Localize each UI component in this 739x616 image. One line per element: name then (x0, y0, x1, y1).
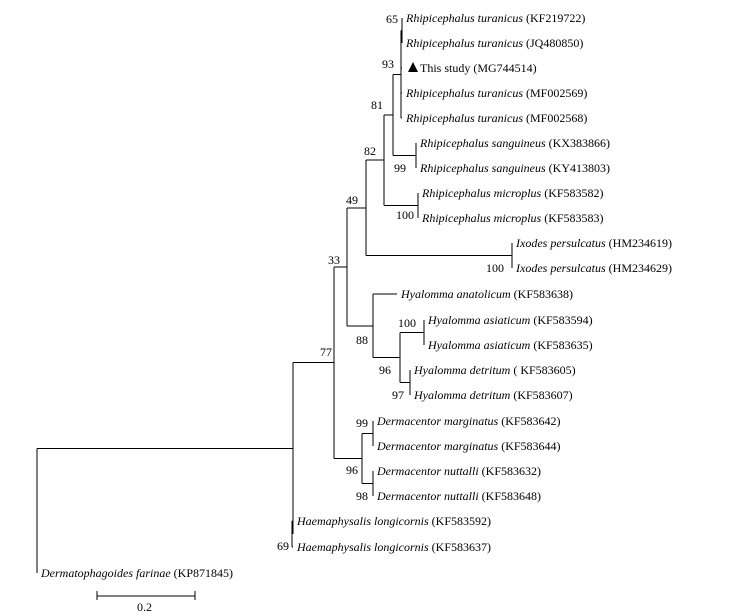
taxon-accession: (MG744514) (473, 61, 536, 75)
taxon-accession: (MF002568) (526, 111, 587, 125)
taxon-label: Rhipicephalus turanicus (MF002569) (405, 86, 587, 100)
taxon-label: Hyalomma anatolicum (KF583638) (400, 287, 573, 301)
bootstrap-value: 99 (394, 161, 406, 175)
taxon-accession: (KF583592) (432, 514, 491, 528)
bootstrap-value: 98 (356, 489, 368, 503)
taxon-labels: Rhipicephalus turanicus (KF219722)Rhipic… (40, 11, 672, 580)
taxon-accession: (HM234629) (609, 261, 672, 275)
bootstrap-value: 100 (396, 208, 414, 222)
taxon-label: Dermacentor marginatus (KF583644) (376, 439, 561, 453)
taxon-label: Dermacentor marginatus (KF583642) (376, 414, 561, 428)
bootstrap-value: 49 (346, 193, 358, 207)
taxon-label: Rhipicephalus sanguineus (KX383866) (419, 136, 610, 150)
taxon-accession: (HM234619) (609, 236, 672, 250)
bootstrap-value: 96 (379, 363, 391, 377)
taxon-species: Dermacentor marginatus (376, 414, 501, 428)
taxon-label: Hyalomma asiaticum (KF583635) (427, 338, 593, 352)
taxon-accession: (KF583637) (432, 540, 491, 554)
taxon-accession: (MF002569) (526, 86, 587, 100)
taxon-label: Dermacentor nuttalli (KF583632) (376, 464, 541, 478)
bootstrap-value: 100 (486, 261, 504, 275)
scale-bar: 0.2 (96, 591, 196, 614)
taxon-species: Rhipicephalus turanicus (405, 111, 526, 125)
taxon-accession: (KX383866) (549, 136, 610, 150)
bootstrap-value: 100 (398, 316, 416, 330)
taxon-species: Haemaphysalis longicornis (296, 514, 432, 528)
bootstrap-value: 33 (328, 253, 340, 267)
taxon-label: Rhipicephalus turanicus (JQ480850) (405, 36, 583, 50)
taxon-label: Rhipicephalus sanguineus (KY413803) (419, 161, 610, 175)
taxon-species: Rhipicephalus microplus (421, 211, 544, 225)
taxon-label: Rhipicephalus microplus (KF583583) (421, 211, 604, 225)
taxon-species: Haemaphysalis longicornis (296, 540, 432, 554)
taxon-accession: (KF583607) (513, 388, 572, 402)
taxon-species: Dermacentor marginatus (376, 439, 501, 453)
taxon-label: Dermacentor nuttalli (KF583648) (376, 489, 541, 503)
taxon-label: Hyalomma detritum ( KF583605) (413, 363, 576, 377)
taxon-accession: (KF583635) (533, 338, 592, 352)
taxon-species: Rhipicephalus turanicus (405, 36, 526, 50)
taxon-species: Rhipicephalus microplus (421, 186, 544, 200)
taxon-species: Rhipicephalus turanicus (405, 11, 526, 25)
taxon-species: Hyalomma anatolicum (400, 287, 514, 301)
taxon-species: Hyalomma asiaticum (427, 313, 533, 327)
taxon-species: Rhipicephalus sanguineus (419, 136, 549, 150)
taxon-label: Ixodes persulcatus (HM234619) (515, 236, 672, 250)
taxon-prefix: This study (420, 61, 473, 75)
taxon-label: Haemaphysalis longicornis (KF583592) (296, 514, 491, 528)
taxon-species: Rhipicephalus turanicus (405, 86, 526, 100)
taxon-species: Dermacentor nuttalli (376, 464, 482, 478)
taxon-label: Hyalomma asiaticum (KF583594) (427, 313, 593, 327)
taxon-species: Ixodes persulcatus (515, 236, 609, 250)
taxon-label: Dermatophagoides farinae (KP871845) (40, 566, 233, 580)
taxon-accession: (KF583644) (501, 439, 560, 453)
taxon-label: Rhipicephalus turanicus (MF002568) (405, 111, 587, 125)
taxon-label: Rhipicephalus turanicus (KF219722) (405, 11, 585, 25)
taxon-species: Ixodes persulcatus (515, 261, 609, 275)
taxon-accession: ( KF583605) (513, 363, 575, 377)
taxon-label: This study (MG744514) (420, 61, 537, 75)
taxon-accession: (KF583632) (482, 464, 541, 478)
taxon-species: Hyalomma detritum (413, 388, 513, 402)
taxon-label: Ixodes persulcatus (HM234629) (515, 261, 672, 275)
taxon-accession: (KF583594) (533, 313, 592, 327)
tree-branches (36, 18, 513, 573)
taxon-accession: (KP871845) (174, 566, 233, 580)
taxon-accession: (KF583582) (544, 186, 603, 200)
bootstrap-value: 65 (386, 12, 398, 26)
taxon-accession: (KY413803) (549, 161, 610, 175)
bootstrap-value: 99 (356, 416, 368, 430)
taxon-species: Hyalomma detritum (413, 363, 513, 377)
taxon-label: Rhipicephalus microplus (KF583582) (421, 186, 604, 200)
taxon-accession: (KF219722) (526, 11, 585, 25)
bootstrap-value: 77 (320, 345, 332, 359)
triangle-marker-icon (408, 62, 418, 72)
bootstrap-value: 93 (382, 57, 394, 71)
bootstrap-value: 88 (356, 333, 368, 347)
taxon-species: Dermacentor nuttalli (376, 489, 482, 503)
bootstrap-value: 96 (346, 463, 358, 477)
taxon-species: Hyalomma asiaticum (427, 338, 533, 352)
taxon-accession: (KF583648) (482, 489, 541, 503)
bootstrap-value: 69 (277, 539, 289, 553)
bootstrap-value: 81 (371, 98, 383, 112)
taxon-species: Rhipicephalus sanguineus (419, 161, 549, 175)
taxon-label: Hyalomma detritum (KF583607) (413, 388, 573, 402)
taxon-label: Haemaphysalis longicornis (KF583637) (296, 540, 491, 554)
taxon-accession: (KF583638) (514, 287, 573, 301)
taxon-accession: (KF583642) (501, 414, 560, 428)
scale-bar-label: 0.2 (137, 600, 152, 614)
taxon-accession: (JQ480850) (526, 36, 583, 50)
taxon-accession: (KF583583) (544, 211, 603, 225)
bootstrap-value: 82 (364, 144, 376, 158)
taxon-species: Dermatophagoides farinae (40, 566, 174, 580)
bootstrap-value: 97 (392, 388, 404, 402)
